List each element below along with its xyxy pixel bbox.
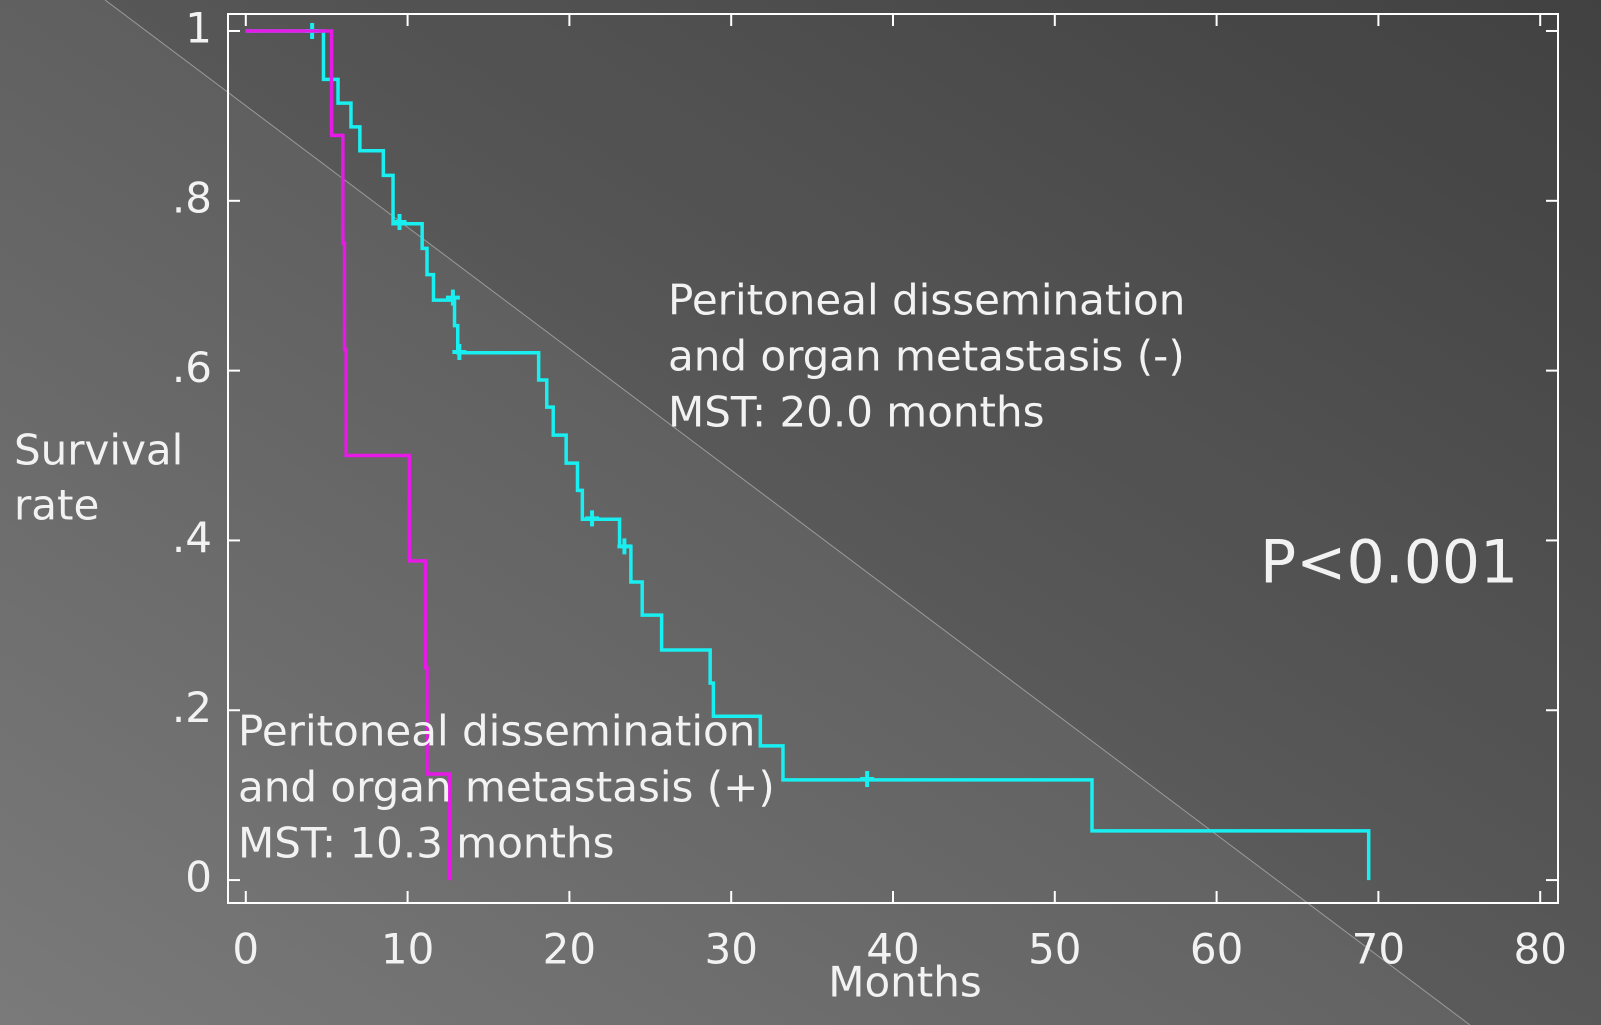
- annotation: Peritoneal dissemination: [668, 276, 1185, 325]
- x-tick-label: 20: [543, 925, 596, 974]
- x-tick-label: 10: [381, 925, 434, 974]
- x-tick-label: 50: [1028, 925, 1081, 974]
- background-diagonal: [104, 0, 1471, 1025]
- y-tick-label: .6: [172, 343, 212, 392]
- censor-mark: [585, 510, 600, 527]
- y-tick-label: .2: [172, 683, 212, 732]
- annotation: P<0.001: [1260, 528, 1518, 598]
- x-tick-label: 30: [704, 925, 757, 974]
- x-tick-label: 60: [1190, 925, 1243, 974]
- y-tick-label: .8: [172, 173, 212, 222]
- censor-mark: [860, 771, 875, 788]
- x-axis-label: Months: [828, 958, 982, 1007]
- x-tick-label: 40: [866, 925, 919, 974]
- annotation: Peritoneal dissemination: [238, 707, 755, 756]
- censor-mark: [392, 214, 407, 231]
- annotation: MST: 10.3 months: [238, 819, 615, 868]
- x-tick-label: 0: [232, 925, 259, 974]
- y-axis-label: Survival: [14, 426, 183, 475]
- censor-mark: [617, 538, 632, 555]
- x-tick-label: 70: [1352, 925, 1405, 974]
- annotation: and organ metastasis (-): [668, 332, 1185, 381]
- background-shade: [105, 0, 1601, 1025]
- survival-curve: [245, 29, 452, 881]
- survival-curve: [245, 29, 1371, 881]
- censor-mark: [452, 343, 467, 360]
- y-tick-label: 0: [185, 853, 212, 902]
- y-tick-label: .4: [172, 513, 212, 562]
- annotation: MST: 20.0 months: [668, 388, 1045, 437]
- x-tick-label: 80: [1513, 925, 1566, 974]
- annotation: and organ metastasis (+): [238, 763, 775, 812]
- censor-mark: [445, 289, 460, 306]
- y-tick-label: 1: [185, 3, 212, 52]
- y-axis-label: rate: [14, 481, 99, 530]
